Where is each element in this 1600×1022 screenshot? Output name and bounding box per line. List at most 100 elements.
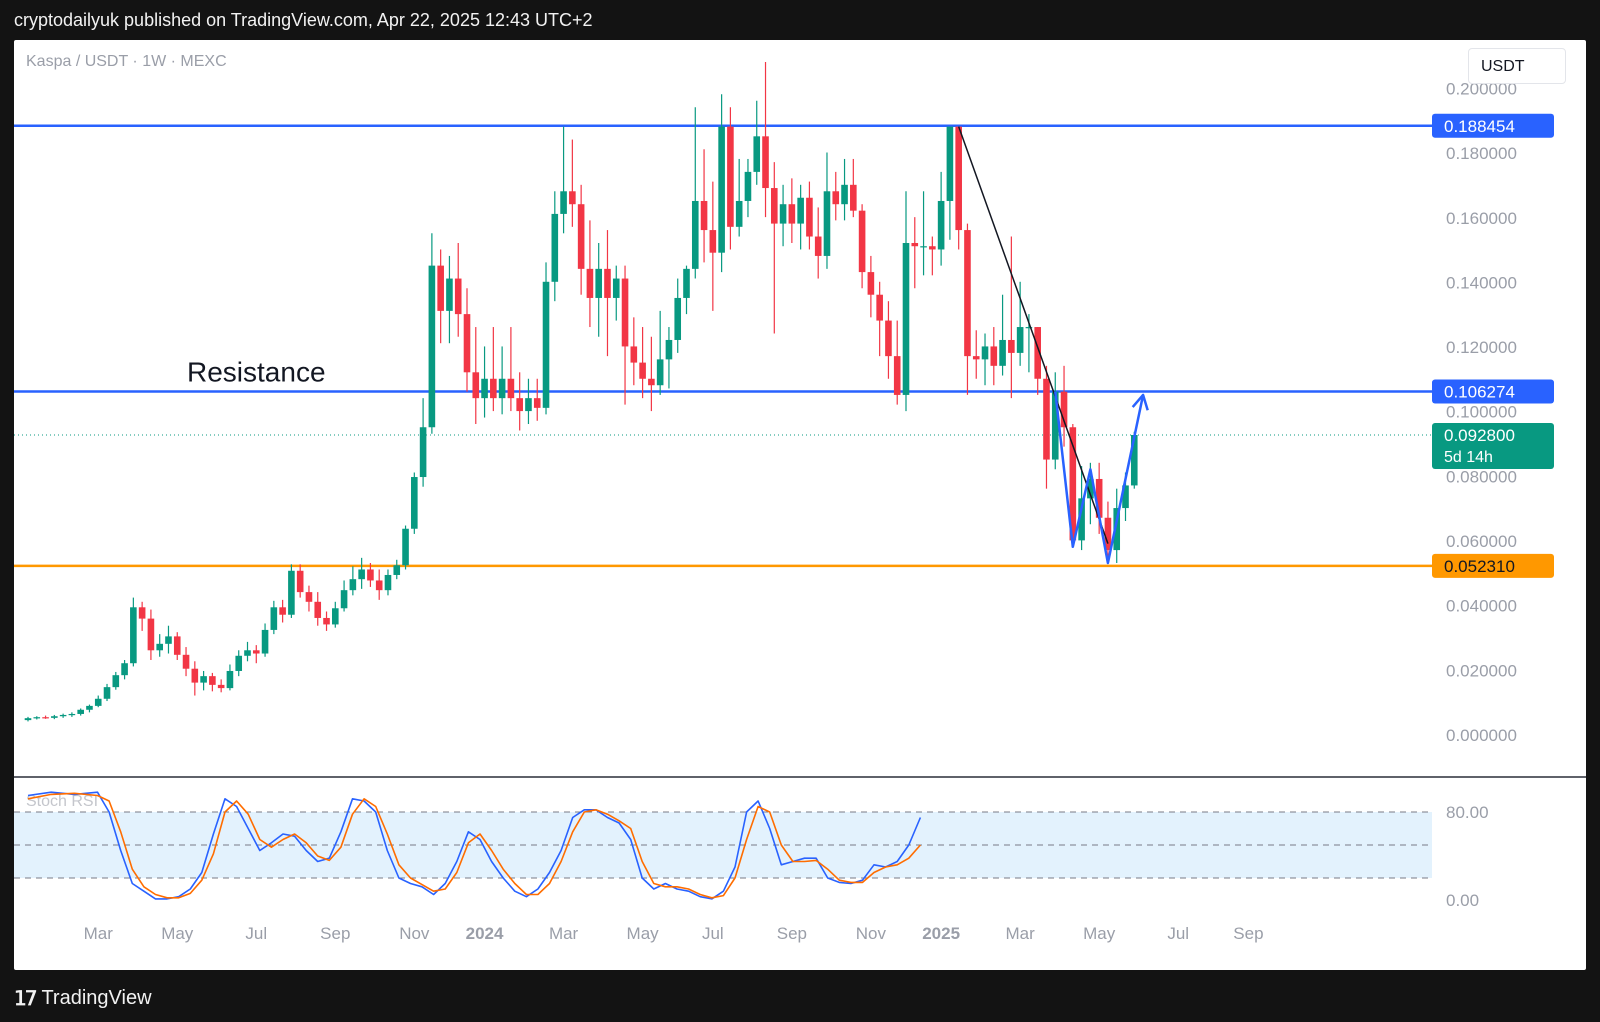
candle-body — [621, 278, 629, 347]
x-tick-label: Sep — [1233, 924, 1263, 943]
candle-body — [419, 427, 427, 478]
candle-body — [173, 636, 181, 655]
candle-body — [630, 346, 638, 363]
currency-selector[interactable]: USDT — [1468, 48, 1566, 84]
projection-arrowhead — [1131, 393, 1149, 411]
candle-body — [51, 716, 58, 718]
candle-body — [103, 687, 111, 699]
candle-body — [472, 372, 480, 399]
candle-body — [340, 590, 348, 609]
candle-body — [349, 579, 357, 591]
candle-body — [753, 136, 761, 172]
candle-body — [806, 197, 813, 237]
candle-body — [867, 272, 875, 295]
candle-body — [59, 714, 67, 717]
level-badge — [1432, 113, 1554, 138]
x-tick-label: 2025 — [922, 924, 960, 943]
candle-body — [709, 230, 717, 253]
candle-body — [674, 297, 682, 340]
candle-body — [94, 698, 102, 706]
candle-body — [920, 246, 927, 248]
y-tick-label: 0.040000 — [1446, 597, 1517, 616]
candle-body — [270, 607, 278, 630]
y-tick-label: 0.180000 — [1446, 144, 1517, 163]
candle-body — [858, 210, 866, 273]
x-tick-label: Nov — [399, 924, 430, 943]
candle-body — [990, 346, 998, 366]
x-tick-label: Nov — [856, 924, 887, 943]
candle-body — [1122, 485, 1129, 509]
candle-body — [1078, 498, 1085, 541]
candle-body — [200, 676, 207, 683]
candle-body — [296, 570, 304, 593]
candle-body — [1025, 327, 1033, 329]
footer-brand[interactable]: 𝟣𝟩 TradingView — [14, 986, 152, 1011]
candle-body — [551, 213, 559, 282]
candle-body — [850, 184, 857, 211]
candle-body — [1060, 391, 1068, 428]
candle-body — [393, 565, 401, 575]
stoch-rsi-chart[interactable]: Stoch RSI 80.00 0.00 Mar May Jul Sep Nov 2024 Mar… — [14, 791, 1489, 943]
x-tick-label: May — [161, 924, 194, 943]
candle-body — [147, 618, 155, 651]
candle-body — [86, 705, 93, 710]
candle-body — [481, 378, 488, 399]
candle-body — [946, 126, 954, 201]
y-tick-label: 0.120000 — [1446, 338, 1517, 357]
candle-body — [902, 242, 910, 395]
candle-body — [454, 278, 462, 315]
candle-body — [279, 607, 286, 615]
candle-body — [121, 663, 128, 676]
candle-body — [876, 294, 883, 321]
candle-body — [130, 607, 137, 664]
candle-body — [358, 569, 365, 580]
candle-body — [367, 569, 374, 581]
candle-body — [498, 378, 506, 399]
candle-body — [1051, 391, 1059, 460]
y-tick-label: 0.140000 — [1446, 273, 1517, 292]
candle-body — [648, 378, 655, 386]
x-tick-label: Mar — [1005, 924, 1035, 943]
publisher-header: cryptodailyuk published on TradingView.c… — [14, 10, 593, 30]
candle-body — [384, 574, 392, 591]
chart-svg[interactable]: 0.200000 0.180000 0.160000 0.140000 0.120000… — [14, 40, 1586, 970]
candle-body — [727, 126, 734, 227]
x-tick-label: Jul — [245, 924, 267, 943]
rsi-series-line — [27, 792, 922, 899]
candle-body — [999, 339, 1006, 366]
candle-body — [560, 191, 567, 214]
candle-body — [507, 378, 515, 399]
y-tick-label: 0.160000 — [1446, 209, 1517, 228]
symbol-legend[interactable]: Kaspa / USDT · 1W · MEXC — [26, 53, 227, 70]
candle-body — [885, 320, 892, 357]
candle-body — [1034, 327, 1041, 379]
candle-body — [68, 713, 76, 716]
candle-body — [182, 654, 190, 669]
candle-body — [77, 709, 84, 714]
y-tick-label: 0.100000 — [1446, 403, 1517, 422]
candle-body — [42, 717, 49, 719]
chart-panel[interactable]: 0.200000 0.180000 0.160000 0.140000 0.120000… — [14, 40, 1586, 970]
x-tick-label: Jul — [702, 924, 724, 943]
candle-body — [779, 204, 787, 224]
candle-body — [814, 236, 822, 256]
x-tick-label: Jul — [1167, 924, 1189, 943]
candle-body — [981, 346, 989, 360]
candle-body — [788, 204, 796, 224]
candle-body — [1087, 478, 1094, 499]
candle-body — [823, 191, 831, 256]
candle-body — [446, 278, 453, 311]
candle-body — [639, 362, 646, 379]
candle-body — [1016, 327, 1024, 353]
x-tick-label: Sep — [320, 924, 350, 943]
candle-body — [533, 398, 541, 408]
candle-body — [604, 268, 611, 298]
candle-body — [411, 477, 418, 529]
candle-body — [569, 191, 576, 205]
candle-body — [437, 265, 444, 311]
level-badge — [1432, 553, 1554, 578]
last-price-badge — [1432, 423, 1554, 470]
candle-body — [244, 650, 251, 656]
candle-body — [841, 184, 848, 205]
price-chart[interactable]: 0.200000 0.180000 0.160000 0.140000 0.120000… — [14, 61, 1586, 778]
